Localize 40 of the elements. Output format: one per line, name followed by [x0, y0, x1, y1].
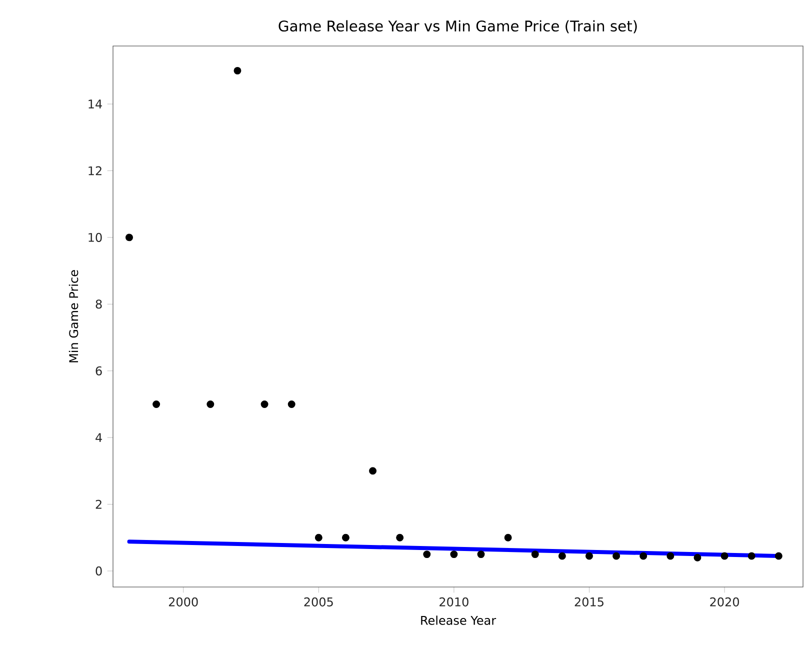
y-tick-label: 8 [96, 300, 102, 309]
y-tick-label: 4 [96, 433, 102, 442]
point [558, 552, 566, 560]
x-tick-label: 2015 [574, 597, 604, 606]
x-tick-label: 2000 [168, 597, 198, 606]
x-tick-label: 2020 [710, 597, 739, 606]
point [477, 550, 485, 558]
point [423, 550, 431, 558]
point [666, 552, 674, 560]
point [260, 400, 268, 408]
point [126, 234, 133, 242]
y-tick-label: 6 [96, 366, 102, 376]
y-axis-title: Min Game Price [68, 270, 78, 362]
point [450, 550, 458, 558]
chart-title: Game Release Year vs Min Game Price (Train set) [278, 20, 637, 34]
x-tick-label: 2010 [440, 597, 468, 606]
point [369, 467, 377, 475]
point [720, 552, 728, 560]
point [612, 552, 620, 560]
point [694, 554, 702, 562]
point [396, 534, 404, 542]
point [314, 534, 322, 542]
x-tick-label: 2005 [304, 597, 333, 606]
point [774, 552, 782, 560]
point [206, 400, 214, 408]
y-tick-label: 10 [88, 232, 102, 242]
y-tick-label: 14 [88, 100, 102, 108]
point [288, 400, 296, 408]
y-tick-label: 12 [88, 166, 102, 176]
point [640, 552, 648, 560]
x-axis-title: Release Year [421, 616, 496, 625]
point [748, 552, 756, 560]
y-tick-label: 2 [96, 500, 102, 509]
point [342, 534, 350, 542]
point [531, 550, 539, 558]
y-tick-label: 0 [96, 566, 102, 576]
point [152, 400, 160, 408]
point [586, 552, 593, 560]
point [234, 66, 242, 74]
point [504, 534, 512, 542]
